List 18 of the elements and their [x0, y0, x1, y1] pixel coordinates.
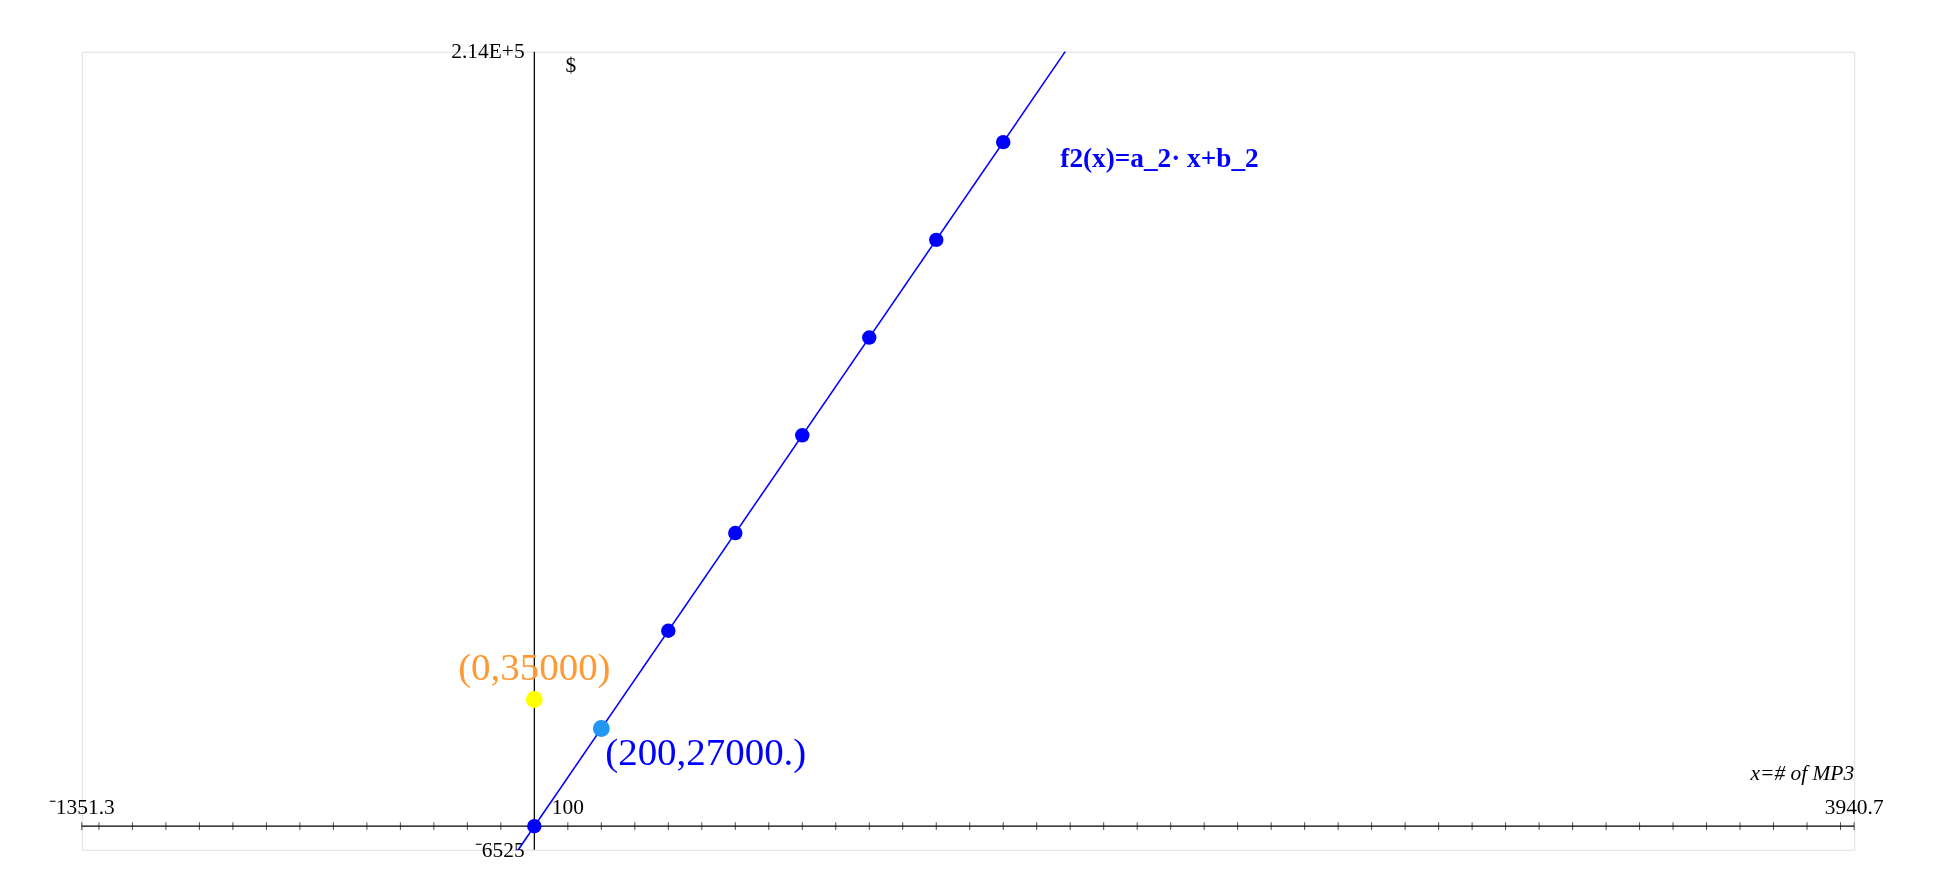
point [862, 330, 877, 345]
point [525, 691, 543, 708]
x-tick-label: ⁻1351.3 [48, 794, 115, 819]
x-tick-label: 100 [551, 794, 584, 819]
point [728, 525, 743, 541]
point [592, 720, 610, 737]
annotation: (200,27000.) [605, 730, 807, 775]
point [527, 818, 542, 834]
y-tick-label: ⁻6525 [474, 837, 525, 862]
point [795, 428, 810, 443]
x-tick-label: 3940.7 [1824, 794, 1884, 819]
y-axis-title: $ [565, 53, 577, 78]
series-label: f2(x)=a_2· x+b_2 [1060, 142, 1259, 173]
x-axis-title: x=# of MP3 [1749, 761, 1855, 786]
point [996, 134, 1011, 150]
y-tick-label: 2.14E+5 [451, 39, 525, 64]
point [929, 232, 944, 248]
point [661, 623, 676, 638]
